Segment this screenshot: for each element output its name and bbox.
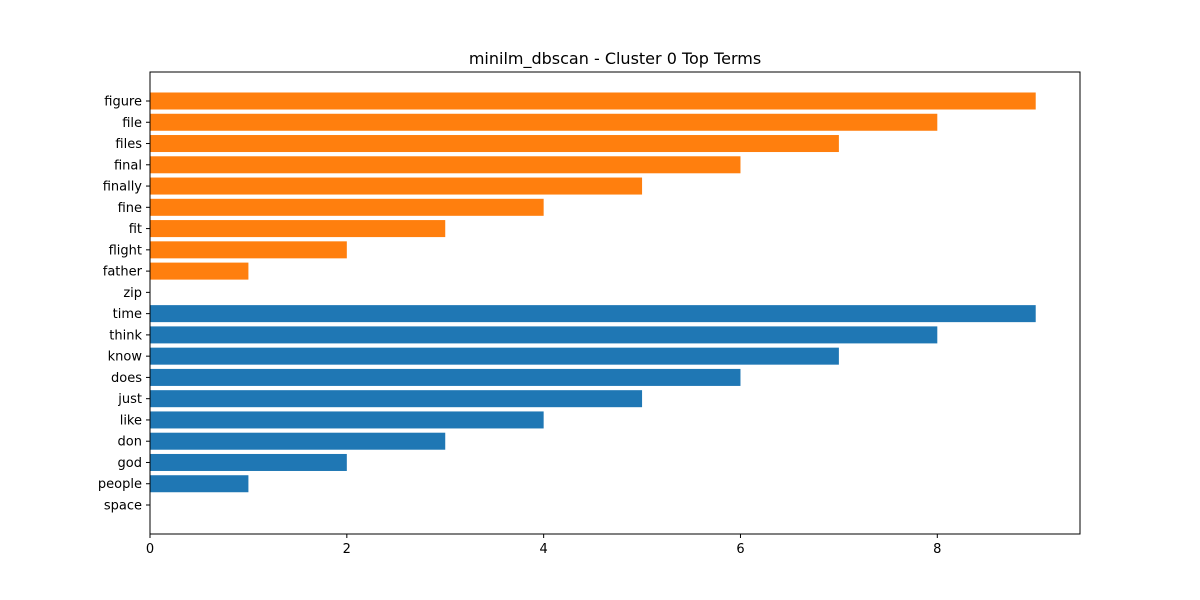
bar-like xyxy=(150,411,544,429)
y-tick-label: flight xyxy=(109,243,142,258)
y-tick-label: father xyxy=(103,265,143,280)
y-tick-label: god xyxy=(118,456,142,471)
bar-final xyxy=(150,156,741,174)
y-tick-label: zip xyxy=(123,286,142,301)
y-tick-label: like xyxy=(120,413,142,428)
bar-file xyxy=(150,113,938,131)
y-tick-label: fit xyxy=(129,222,142,237)
bar-don xyxy=(150,432,446,450)
bar-people xyxy=(150,475,249,493)
x-tick-label: 2 xyxy=(343,542,351,557)
bar-god xyxy=(150,453,347,471)
bar-father xyxy=(150,262,249,280)
y-tick-label: just xyxy=(117,392,142,407)
y-tick-label: fine xyxy=(118,201,142,216)
bar-files xyxy=(150,135,839,153)
bar-know xyxy=(150,347,839,365)
x-axis-ticks: 0 2 4 6 8 xyxy=(146,534,941,557)
y-tick-label: final xyxy=(114,158,142,173)
plot-frame xyxy=(149,71,1081,535)
y-tick-label: file xyxy=(122,116,142,131)
x-tick-label: 8 xyxy=(933,542,941,557)
bar-does xyxy=(150,368,741,386)
y-tick-label: files xyxy=(115,137,142,152)
x-tick-label: 0 xyxy=(146,542,154,557)
y-tick-label: finally xyxy=(103,180,143,195)
y-tick-label: think xyxy=(109,328,142,343)
bar-figure xyxy=(150,92,1036,110)
bar-fit xyxy=(150,220,446,238)
y-tick-label: don xyxy=(118,435,142,450)
bar-think xyxy=(150,326,938,344)
y-axis-ticks: figure file files final finally fine fit flight… xyxy=(98,95,150,514)
bar-time xyxy=(150,305,1036,323)
bars-layer xyxy=(150,92,1036,493)
y-tick-label: time xyxy=(113,307,142,322)
y-tick-label: figure xyxy=(104,95,142,110)
bar-just xyxy=(150,390,643,408)
chart-title: minilm_dbscan - Cluster 0 Top Terms xyxy=(469,49,761,69)
bar-finally xyxy=(150,177,643,195)
x-tick-label: 4 xyxy=(540,542,548,557)
y-tick-label: space xyxy=(104,499,142,514)
y-tick-label: people xyxy=(98,477,142,492)
bar-flight xyxy=(150,241,347,259)
y-tick-label: know xyxy=(108,350,143,365)
y-tick-label: does xyxy=(111,371,142,386)
x-tick-label: 6 xyxy=(736,542,744,557)
bar-fine xyxy=(150,198,544,216)
